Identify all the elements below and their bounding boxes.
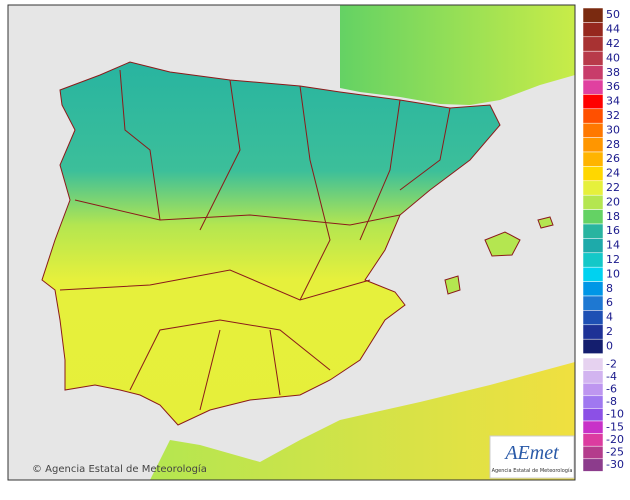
- legend-swatch: [582, 22, 604, 38]
- legend-label: 4: [606, 311, 613, 324]
- legend-label: 40: [606, 51, 620, 64]
- logo-box: [489, 435, 575, 479]
- legend-swatch: [582, 94, 604, 110]
- legend-label: 32: [606, 109, 620, 122]
- legend-label: 8: [606, 282, 613, 295]
- legend-label: 36: [606, 80, 620, 93]
- logo-mark: AEmet: [503, 442, 559, 464]
- legend-swatch: [582, 370, 604, 384]
- legend-label: 2: [606, 325, 613, 338]
- legend-label: 12: [606, 253, 620, 266]
- legend-swatch: [582, 180, 604, 196]
- legend-label: 30: [606, 123, 620, 136]
- legend-swatch: [582, 194, 604, 210]
- legend-swatch: [582, 382, 604, 397]
- legend-label: 0: [606, 339, 613, 352]
- menorca: [537, 216, 554, 229]
- legend-swatch: [582, 209, 604, 225]
- legend-label: 6: [606, 296, 613, 309]
- legend-swatch: [582, 458, 604, 472]
- legend-label: -4: [606, 370, 617, 383]
- legend-swatch: [582, 420, 604, 434]
- legend-swatch: [582, 433, 604, 447]
- legend-label: -6: [606, 383, 617, 396]
- map: [8, 5, 575, 480]
- legend-swatch: [582, 310, 604, 326]
- legend-swatch: [582, 295, 604, 311]
- legend-label: -10: [606, 408, 624, 421]
- legend-label: -15: [606, 420, 624, 433]
- legend-swatch: [582, 122, 604, 138]
- legend-swatch: [582, 252, 604, 268]
- legend-swatch: [582, 223, 604, 239]
- legend-swatch: [582, 166, 604, 182]
- legend-label: 34: [606, 95, 620, 108]
- legend-swatch: [582, 281, 604, 297]
- legend-swatch: [582, 7, 604, 23]
- legend-label: 10: [606, 267, 620, 280]
- legend-swatch: [582, 338, 604, 354]
- legend-label: 14: [606, 239, 620, 252]
- logo: AEmet Agencia Estatal de Meteorología: [489, 435, 575, 479]
- legend-label: 38: [606, 66, 620, 79]
- north-africa: [150, 362, 575, 480]
- legend-swatch: [582, 50, 604, 66]
- legend-label: 18: [606, 210, 620, 223]
- legend-label: 20: [606, 195, 620, 208]
- legend-label: -25: [606, 446, 624, 459]
- legend-swatch: [582, 108, 604, 124]
- legend-label: -20: [606, 433, 624, 446]
- credit: © Agencia Estatal de Meteorología: [32, 463, 207, 475]
- color-legend: 5044424038363432302826242220181614121086…: [582, 7, 624, 472]
- legend-swatch: [582, 445, 604, 460]
- legend-swatch: [582, 238, 604, 254]
- legend-swatch: [582, 79, 604, 95]
- legend-swatch: [582, 137, 604, 153]
- legend-swatch: [582, 357, 604, 371]
- map-frame: [7, 4, 576, 481]
- province-borders: [59, 69, 451, 411]
- legend-label: -30: [606, 458, 624, 471]
- legend-label: 44: [606, 23, 620, 36]
- legend-swatch: [582, 324, 604, 340]
- legend-label: -2: [606, 357, 617, 370]
- legend-swatch: [582, 408, 604, 422]
- logo-text: Agencia Estatal de Meteorología: [492, 467, 573, 474]
- legend-label: -8: [606, 395, 617, 408]
- legend-swatch: [582, 36, 604, 52]
- legend-label: 24: [606, 167, 620, 180]
- legend-swatch: [582, 395, 604, 409]
- legend-label: 28: [606, 138, 620, 151]
- legend-swatch: [582, 266, 604, 282]
- legend-swatch: [582, 65, 604, 81]
- legend-label: 50: [606, 8, 620, 21]
- legend-label: 26: [606, 152, 620, 165]
- legend-label: 42: [606, 37, 620, 50]
- legend-swatch: [582, 151, 604, 167]
- mallorca: [484, 231, 521, 257]
- legend-label: 22: [606, 181, 620, 194]
- legend-label: 16: [606, 224, 620, 237]
- iberian-peninsula: [41, 61, 501, 426]
- france: [340, 5, 575, 105]
- ibiza: [444, 275, 461, 295]
